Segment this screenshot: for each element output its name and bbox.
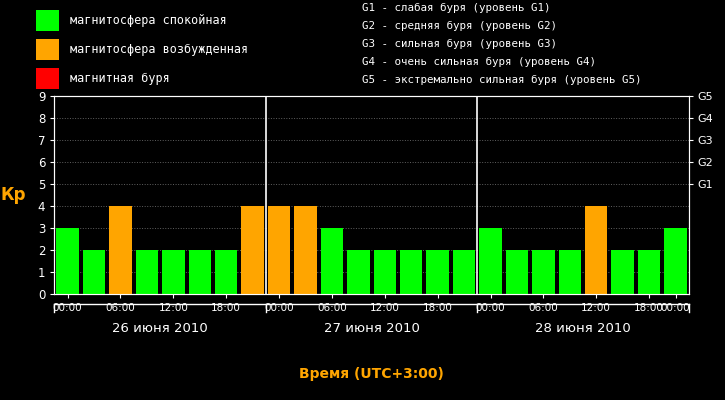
Text: G4 - очень сильная буря (уровень G4): G4 - очень сильная буря (уровень G4) bbox=[362, 57, 597, 67]
Bar bbox=[426, 250, 449, 294]
Bar bbox=[36, 68, 59, 88]
Text: G1 - слабая буря (уровень G1): G1 - слабая буря (уровень G1) bbox=[362, 3, 551, 13]
Bar bbox=[506, 250, 529, 294]
Bar bbox=[162, 250, 185, 294]
Text: Кр: Кр bbox=[1, 186, 26, 204]
Bar bbox=[241, 206, 264, 294]
Bar bbox=[664, 228, 687, 294]
Text: 26 июня 2010: 26 июня 2010 bbox=[112, 322, 208, 335]
Bar bbox=[268, 206, 290, 294]
Text: 28 июня 2010: 28 июня 2010 bbox=[535, 322, 631, 335]
Bar bbox=[36, 39, 59, 60]
Bar bbox=[294, 206, 317, 294]
Bar bbox=[136, 250, 158, 294]
Bar bbox=[558, 250, 581, 294]
Text: G5 - экстремально сильная буря (уровень G5): G5 - экстремально сильная буря (уровень … bbox=[362, 75, 642, 85]
Bar bbox=[215, 250, 237, 294]
Bar bbox=[585, 206, 608, 294]
Text: 27 июня 2010: 27 июня 2010 bbox=[323, 322, 420, 335]
Bar bbox=[83, 250, 105, 294]
Text: G3 - сильная буря (уровень G3): G3 - сильная буря (уровень G3) bbox=[362, 39, 558, 49]
Bar bbox=[611, 250, 634, 294]
Bar bbox=[36, 10, 59, 32]
Bar bbox=[638, 250, 660, 294]
Bar bbox=[188, 250, 211, 294]
Bar bbox=[109, 206, 132, 294]
Bar bbox=[453, 250, 476, 294]
Text: магнитная буря: магнитная буря bbox=[70, 72, 170, 84]
Bar bbox=[479, 228, 502, 294]
Bar bbox=[400, 250, 423, 294]
Text: Время (UTC+3:00): Время (UTC+3:00) bbox=[299, 367, 444, 381]
Text: магнитосфера возбужденная: магнитосфера возбужденная bbox=[70, 43, 249, 56]
Text: магнитосфера спокойная: магнитосфера спокойная bbox=[70, 14, 227, 28]
Text: G2 - средняя буря (уровень G2): G2 - средняя буря (уровень G2) bbox=[362, 21, 558, 31]
Bar bbox=[57, 228, 79, 294]
Bar bbox=[373, 250, 396, 294]
Bar bbox=[320, 228, 343, 294]
Bar bbox=[532, 250, 555, 294]
Bar bbox=[347, 250, 370, 294]
